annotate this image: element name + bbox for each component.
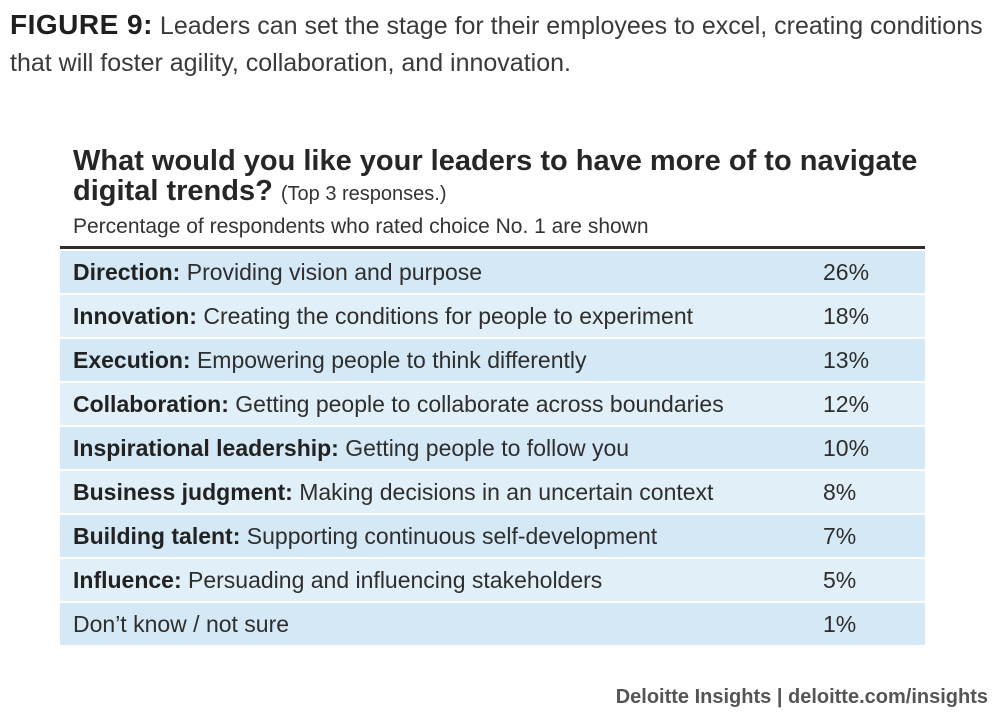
row-label: Innovation: Creating the conditions for …: [73, 295, 693, 337]
table-row: Inspirational leadership: Getting people…: [60, 427, 925, 469]
row-category: Collaboration:: [73, 391, 229, 417]
figure-caption: FIGURE 9: Leaders can set the stage for …: [10, 6, 985, 82]
table-row: Collaboration: Getting people to collabo…: [60, 383, 925, 425]
row-label: Execution: Empowering people to think di…: [73, 339, 587, 381]
table-row: Don’t know / not sure 1%: [60, 603, 925, 645]
chart-title: What would you like your leaders to have…: [73, 146, 933, 209]
row-description: Empowering people to think differently: [196, 347, 587, 373]
row-label: Don’t know / not sure: [73, 603, 289, 645]
row-category: Building talent:: [73, 523, 241, 549]
row-category: Inspirational leadership:: [73, 435, 339, 461]
row-category: Innovation:: [73, 303, 197, 329]
row-label: Collaboration: Getting people to collabo…: [73, 383, 724, 425]
row-value: 18%: [823, 303, 870, 329]
row-label: Business judgment: Making decisions in a…: [73, 471, 713, 513]
table-row: Direction: Providing vision and purpose 2…: [60, 251, 925, 293]
row-value: 13%: [823, 347, 870, 373]
row-label: Building talent: Supporting continuous s…: [73, 515, 657, 557]
row-value: 26%: [823, 259, 870, 285]
row-value: 8%: [823, 479, 857, 505]
row-description: Creating the conditions for people to ex…: [203, 303, 694, 329]
chart-subtitle: Percentage of respondents who rated choi…: [73, 215, 649, 238]
table-row: Building talent: Supporting continuous s…: [60, 515, 925, 557]
row-category: Influence:: [73, 567, 182, 593]
row-description: Don’t know / not sure: [73, 611, 290, 637]
row-value: 1%: [823, 611, 857, 637]
row-description: Persuading and influencing stakeholders: [188, 567, 603, 593]
row-label: Direction: Providing vision and purpose: [73, 251, 482, 293]
row-value: 10%: [823, 435, 870, 461]
figure-caption-text: Leaders can set the stage for their empl…: [10, 12, 983, 77]
row-description: Getting people to collaborate across bou…: [235, 391, 724, 417]
row-category: Execution:: [73, 347, 191, 373]
chart-title-text: What would you like your leaders to have…: [73, 145, 918, 207]
table-row: Business judgment: Making decisions in a…: [60, 471, 925, 513]
row-description: Getting people to follow you: [345, 435, 630, 461]
source-credit: Deloitte Insights | deloitte.com/insight…: [615, 686, 988, 708]
row-label: Inspirational leadership: Getting people…: [73, 427, 629, 469]
row-label: Influence: Persuading and influencing st…: [73, 559, 602, 601]
row-value: 7%: [823, 523, 857, 549]
response-table: Direction: Providing vision and purpose 2…: [60, 246, 925, 645]
chart-title-note: (Top 3 responses.): [280, 183, 447, 205]
figure-label: FIGURE 9:: [10, 9, 153, 40]
row-value: 12%: [823, 391, 870, 417]
row-description: Supporting continuous self-development: [246, 523, 658, 549]
table-row: Innovation: Creating the conditions for …: [60, 295, 925, 337]
row-category: Business judgment:: [73, 479, 293, 505]
row-description: Making decisions in an uncertain context: [299, 479, 714, 505]
table-row: Influence: Persuading and influencing st…: [60, 559, 925, 601]
row-description: Providing vision and purpose: [186, 259, 483, 285]
row-value: 5%: [823, 567, 857, 593]
table-row: Execution: Empowering people to think di…: [60, 339, 925, 381]
row-category: Direction:: [73, 259, 181, 285]
